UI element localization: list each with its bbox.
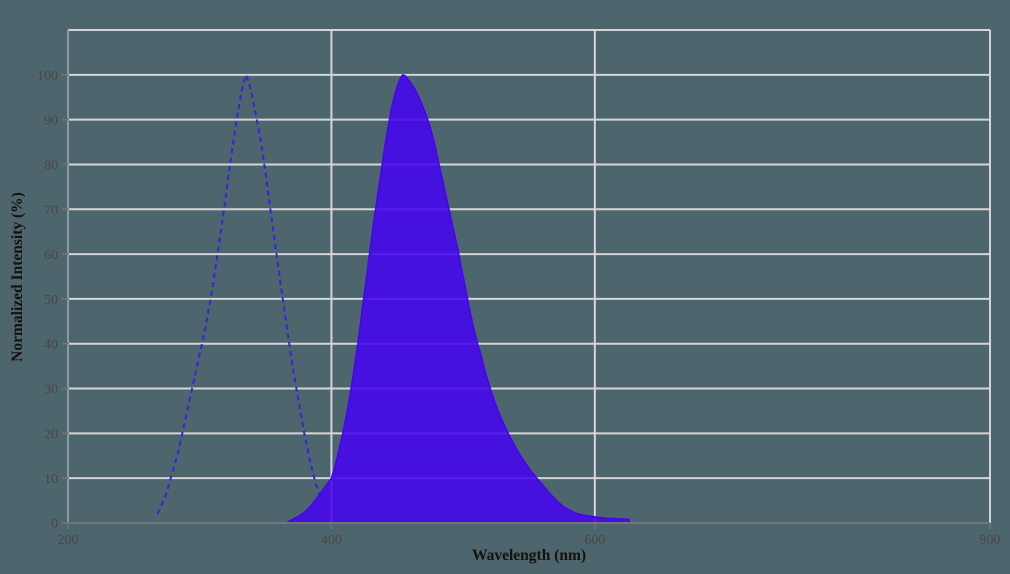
y-tick-label: 0 [51,517,58,532]
y-tick-label: 60 [44,248,58,263]
x-axis-label: Wavelength (nm) [472,547,586,564]
y-tick-label: 20 [44,427,58,442]
x-tick-label: 200 [58,533,79,548]
tick-labels: 0 10 20 30 40 50 60 70 80 90 100 200 400 600 900 [37,69,1001,548]
axes [67,30,990,524]
y-tick-label: 50 [44,293,58,308]
y-tick-label: 100 [37,69,58,84]
gridlines [68,29,991,523]
x-tick-label: 400 [321,533,342,548]
y-tick-label: 10 [44,472,58,487]
spectra-series [156,71,630,524]
emission-spectrum [287,73,630,524]
x-tick-label: 600 [584,533,605,548]
y-tick-label: 90 [44,114,58,129]
x-tick-label: 900 [980,533,1001,548]
y-axis-label: Normalized Intensity (%) [9,192,26,362]
y-tick-label: 40 [44,338,58,353]
y-tick-label: 80 [44,158,58,173]
y-tick-label: 30 [44,383,58,398]
y-tick-label: 70 [44,203,58,218]
